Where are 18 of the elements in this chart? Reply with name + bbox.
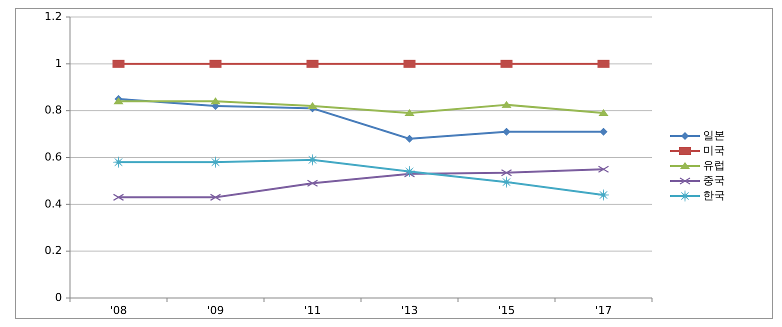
x-tick-label: '17 bbox=[594, 304, 612, 318]
x-tick-label: '11 bbox=[304, 304, 322, 318]
y-tick-label: 0.8 bbox=[44, 104, 62, 117]
y-tick-label: 0 bbox=[55, 291, 62, 304]
y-tick-label: 0.2 bbox=[44, 244, 62, 258]
y-tick-label: 1 bbox=[55, 56, 62, 70]
y-tick-label: 0.4 bbox=[44, 197, 62, 210]
y-tick-label: 0.6 bbox=[44, 150, 62, 164]
legend-label: 중국 bbox=[703, 174, 725, 188]
x-tick-label: '08 bbox=[110, 304, 128, 318]
x-tick-label: '09 bbox=[206, 304, 224, 318]
x-tick-label: '13 bbox=[400, 304, 418, 318]
legend-label: 일본 bbox=[703, 129, 725, 142]
legend-label: 미국 bbox=[703, 144, 725, 158]
y-tick-label: 1.2 bbox=[44, 10, 62, 24]
legend-label: 유럽 bbox=[703, 159, 725, 172]
legend-label: 한국 bbox=[703, 189, 725, 202]
x-tick-label: '15 bbox=[498, 304, 516, 318]
